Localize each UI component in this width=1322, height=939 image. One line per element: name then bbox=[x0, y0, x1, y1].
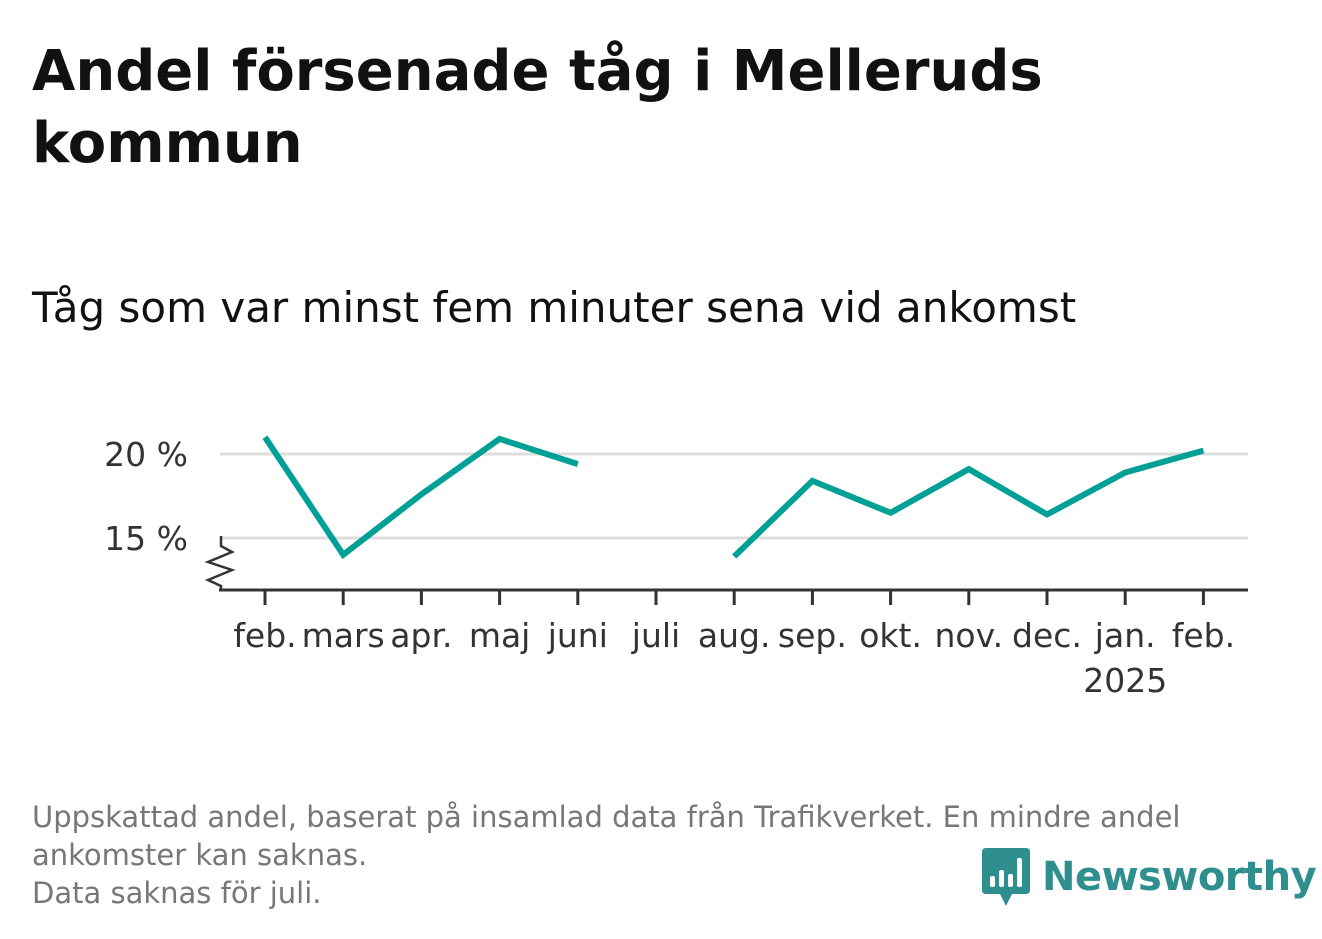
newsworthy-logo: Newsworthy bbox=[980, 846, 1317, 908]
chart-title: Andel försenade tåg i Melleruds kommun bbox=[32, 39, 1043, 176]
y-tick-label: 15 % bbox=[104, 519, 188, 558]
x-tick-label: mars bbox=[302, 616, 385, 655]
x-tick-label: sep. bbox=[778, 616, 847, 655]
x-axis-tick-labels: feb. mars apr. maj juni juli aug. sep. okt. nov. d… bbox=[233, 616, 1235, 700]
footnote-line-1: Uppskattad andel, baserat på insamlad da… bbox=[32, 800, 1181, 834]
x-tick-label: aug. bbox=[698, 616, 771, 655]
x-year-label: 2025 bbox=[1083, 661, 1167, 700]
x-tick-label: dec. bbox=[1012, 616, 1082, 655]
brand-name: Newsworthy bbox=[1042, 854, 1317, 900]
x-tick-label: feb. bbox=[233, 616, 296, 655]
gridlines bbox=[220, 452, 1248, 540]
newsworthy-icon bbox=[982, 848, 1030, 906]
chart-subtitle: Tåg som var minst fem minuter sena vid a… bbox=[32, 283, 1077, 332]
x-tick-label: nov. bbox=[935, 616, 1004, 655]
footnote-line-2: ankomster kan saknas. bbox=[32, 838, 368, 872]
footnote: Uppskattad andel, baserat på insamlad da… bbox=[32, 798, 1181, 912]
series-line bbox=[262, 435, 579, 560]
x-axis bbox=[204, 536, 1248, 605]
y-tick-label: 20 % bbox=[104, 435, 188, 474]
x-tick-label: maj bbox=[469, 616, 531, 655]
x-tick-label: jan. bbox=[1094, 616, 1156, 655]
x-tick-label: juli bbox=[631, 616, 680, 655]
footnote-line-3: Data saknas för juli. bbox=[32, 876, 322, 910]
x-tick-label: okt. bbox=[859, 616, 922, 655]
x-tick-label: feb. bbox=[1172, 616, 1235, 655]
series-line bbox=[732, 447, 1205, 559]
axis-break-icon bbox=[204, 536, 236, 590]
x-tick-label: apr. bbox=[390, 616, 452, 655]
y-axis-tick-labels: 15 % 20 % bbox=[104, 435, 188, 558]
x-tick-label: juni bbox=[547, 616, 608, 655]
data-series bbox=[262, 435, 1205, 560]
